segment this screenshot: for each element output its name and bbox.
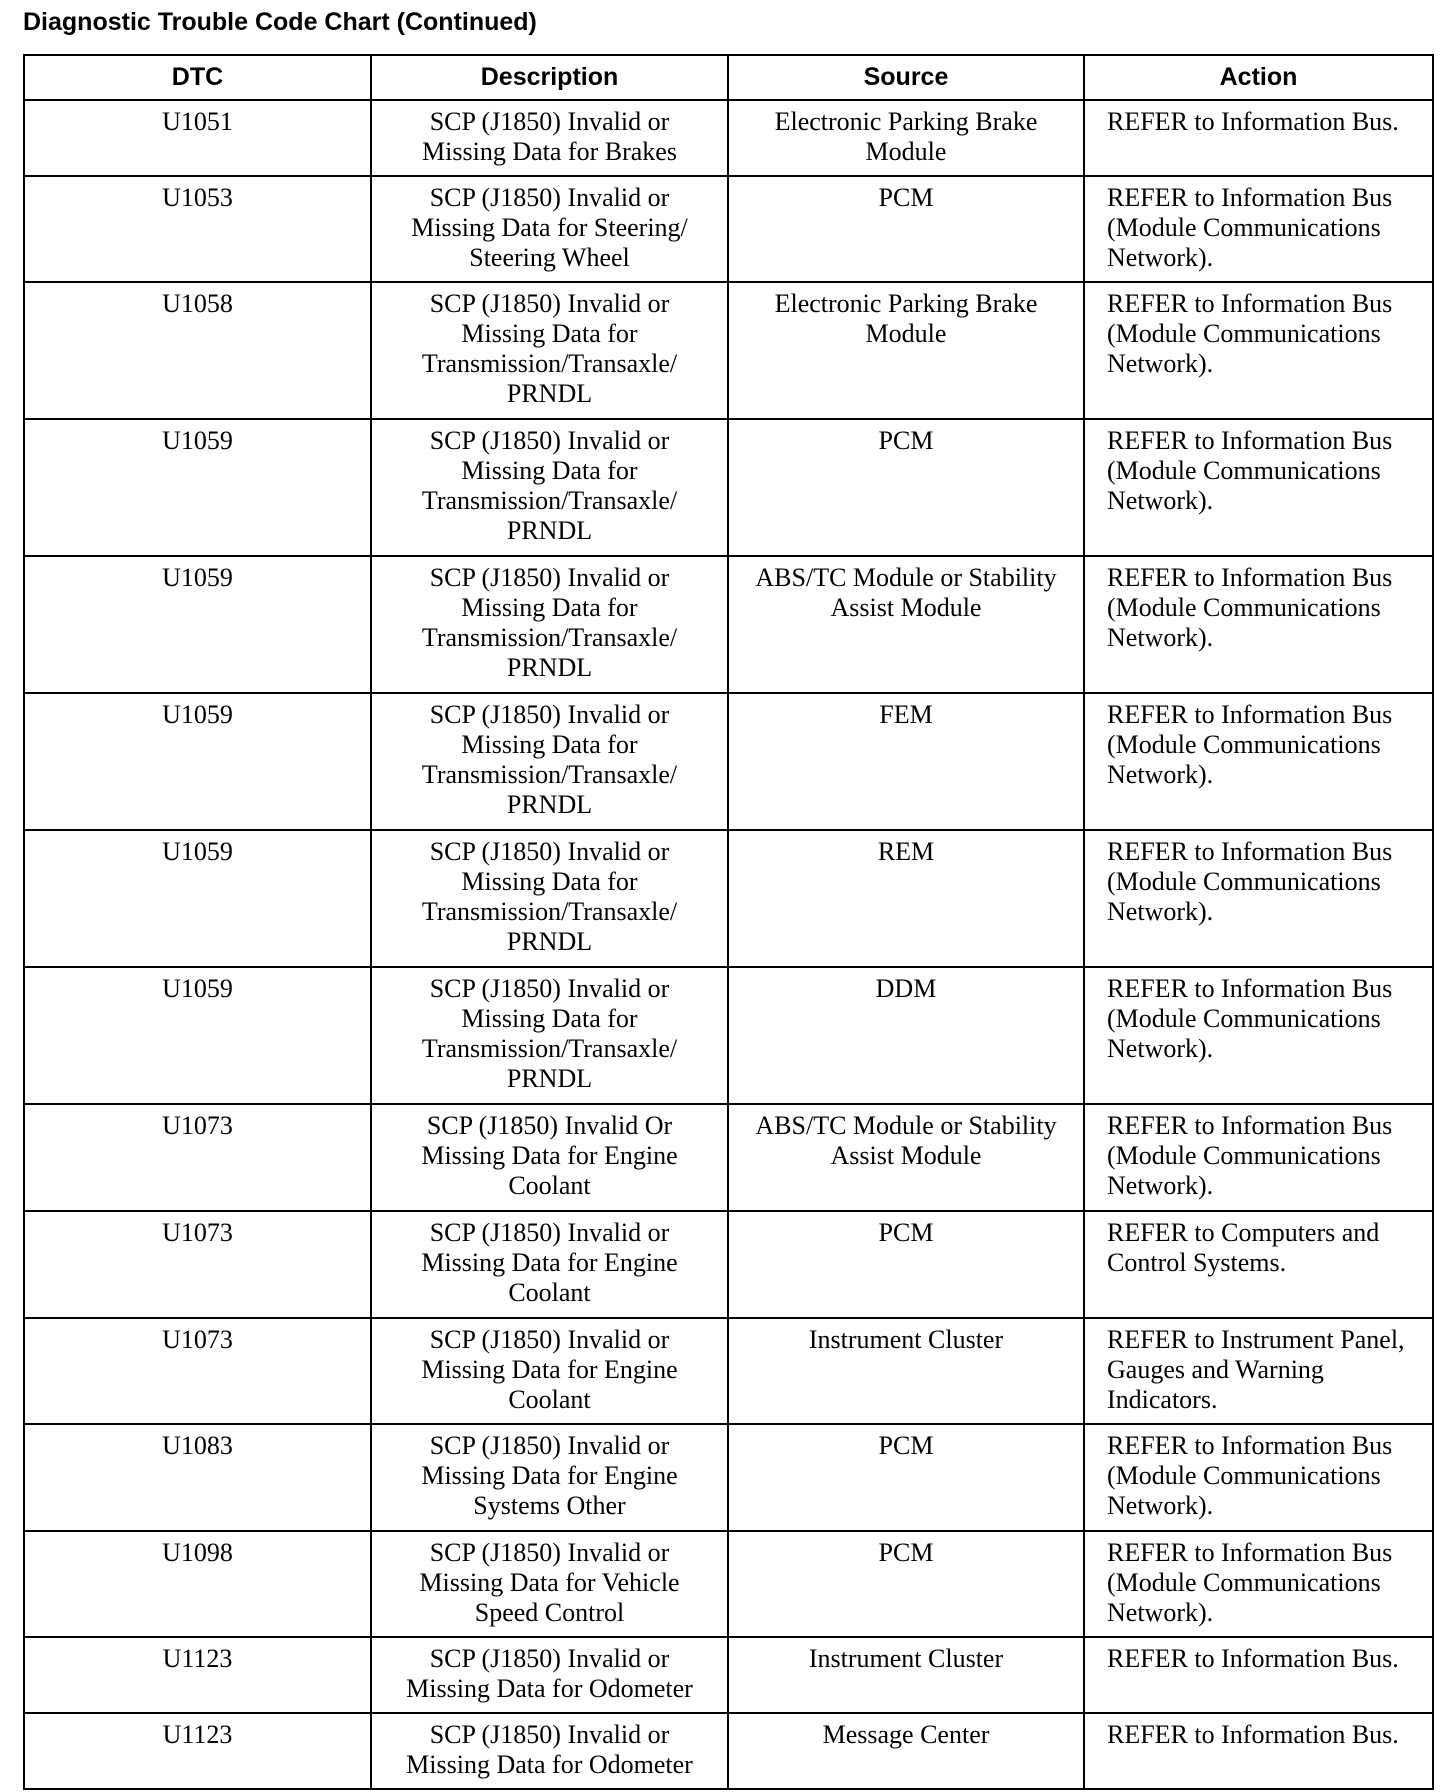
source-cell: ABS/TC Module or Stability Assist Module <box>727 555 1085 694</box>
source-cell: DDM <box>727 966 1085 1105</box>
source-cell: PCM <box>727 418 1085 557</box>
dtc-cell: U1123 <box>23 1712 372 1790</box>
action-cell: REFER to Information Bus (Module Communi… <box>1083 692 1434 831</box>
source-cell: FEM <box>727 692 1085 831</box>
source-cell: Electronic Parking Brake Module <box>727 281 1085 420</box>
action-cell: REFER to Information Bus (Module Communi… <box>1083 555 1434 694</box>
action-cell: REFER to Information Bus. <box>1083 1712 1434 1790</box>
dtc-cell: U1073 <box>23 1317 372 1425</box>
dtc-cell: U1058 <box>23 281 372 420</box>
description-cell: SCP (J1850) Invalid or Missing Data for … <box>370 99 729 177</box>
description-cell: SCP (J1850) Invalid or Missing Data for … <box>370 1423 729 1532</box>
description-cell: SCP (J1850) Invalid or Missing Data for … <box>370 966 729 1105</box>
description-cell: SCP (J1850) Invalid or Missing Data for … <box>370 1317 729 1425</box>
table-row: U1059 SCP (J1850) Invalid or Missing Data… <box>23 692 1434 831</box>
table-row: U1073 SCP (J1850) Invalid Or Missing Data… <box>23 1103 1434 1212</box>
action-cell: REFER to Information Bus (Module Communi… <box>1083 1103 1434 1212</box>
source-cell: Instrument Cluster <box>727 1636 1085 1714</box>
action-cell: REFER to Information Bus (Module Communi… <box>1083 829 1434 968</box>
description-cell: SCP (J1850) Invalid or Missing Data for … <box>370 1210 729 1319</box>
table-row: U1059 SCP (J1850) Invalid or Missing Data… <box>23 418 1434 557</box>
header-row: DTC Description Source Action <box>23 54 1434 101</box>
action-cell: REFER to Information Bus (Module Communi… <box>1083 1530 1434 1638</box>
table-row: U1053 SCP (J1850) Invalid or Missing Data… <box>23 175 1434 283</box>
description-cell: SCP (J1850) Invalid or Missing Data for … <box>370 829 729 968</box>
table-row: U1058 SCP (J1850) Invalid or Missing Data… <box>23 281 1434 420</box>
table-row: U1059 SCP (J1850) Invalid or Missing Data… <box>23 555 1434 694</box>
action-cell: REFER to Information Bus (Module Communi… <box>1083 281 1434 420</box>
description-cell: SCP (J1850) Invalid Or Missing Data for … <box>370 1103 729 1212</box>
description-cell: SCP (J1850) Invalid or Missing Data for … <box>370 281 729 420</box>
dtc-cell: U1053 <box>23 175 372 283</box>
dtc-table: DTC Description Source Action U1051 SCP (J18… <box>23 54 1434 1790</box>
source-cell: PCM <box>727 1423 1085 1532</box>
description-cell: SCP (J1850) Invalid or Missing Data for … <box>370 418 729 557</box>
description-cell: SCP (J1850) Invalid or Missing Data for … <box>370 555 729 694</box>
dtc-cell: U1083 <box>23 1423 372 1532</box>
description-cell: SCP (J1850) Invalid or Missing Data for … <box>370 1712 729 1790</box>
column-header: Description <box>370 54 729 101</box>
source-cell: Electronic Parking Brake Module <box>727 99 1085 177</box>
dtc-cell: U1073 <box>23 1103 372 1212</box>
description-cell: SCP (J1850) Invalid or Missing Data for … <box>370 692 729 831</box>
dtc-cell: U1098 <box>23 1530 372 1638</box>
source-cell: REM <box>727 829 1085 968</box>
table-row: U1083 SCP (J1850) Invalid or Missing Data… <box>23 1423 1434 1532</box>
column-header: DTC <box>23 54 372 101</box>
table-row: U1059 SCP (J1850) Invalid or Missing Data… <box>23 966 1434 1105</box>
page-title: Diagnostic Trouble Code Chart (Continued… <box>23 8 537 36</box>
action-cell: REFER to Information Bus. <box>1083 99 1434 177</box>
dtc-cell: U1059 <box>23 966 372 1105</box>
dtc-cell: U1123 <box>23 1636 372 1714</box>
dtc-cell: U1059 <box>23 418 372 557</box>
dtc-cell: U1051 <box>23 99 372 177</box>
description-cell: SCP (J1850) Invalid or Missing Data for … <box>370 1530 729 1638</box>
table-row: U1123 SCP (J1850) Invalid or Missing Data… <box>23 1712 1434 1790</box>
action-cell: REFER to Information Bus. <box>1083 1636 1434 1714</box>
dtc-cell: U1059 <box>23 692 372 831</box>
source-cell: Message Center <box>727 1712 1085 1790</box>
dtc-cell: U1073 <box>23 1210 372 1319</box>
table-row: U1059 SCP (J1850) Invalid or Missing Data… <box>23 829 1434 968</box>
action-cell: REFER to Information Bus (Module Communi… <box>1083 966 1434 1105</box>
table-row: U1073 SCP (J1850) Invalid or Missing Data… <box>23 1210 1434 1319</box>
column-header: Source <box>727 54 1085 101</box>
table-row: U1073 SCP (J1850) Invalid or Missing Data… <box>23 1317 1434 1425</box>
source-cell: PCM <box>727 175 1085 283</box>
action-cell: REFER to Information Bus (Module Communi… <box>1083 175 1434 283</box>
source-cell: PCM <box>727 1530 1085 1638</box>
action-cell: REFER to Information Bus (Module Communi… <box>1083 1423 1434 1532</box>
action-cell: REFER to Instrument Panel, Gauges and Wa… <box>1083 1317 1434 1425</box>
column-header: Action <box>1083 54 1434 101</box>
table-row: U1123 SCP (J1850) Invalid or Missing Data… <box>23 1636 1434 1714</box>
table-row: U1098 SCP (J1850) Invalid or Missing Data… <box>23 1530 1434 1638</box>
dtc-cell: U1059 <box>23 829 372 968</box>
table-row: U1051 SCP (J1850) Invalid or Missing Data… <box>23 99 1434 177</box>
description-cell: SCP (J1850) Invalid or Missing Data for … <box>370 1636 729 1714</box>
description-cell: SCP (J1850) Invalid or Missing Data for … <box>370 175 729 283</box>
action-cell: REFER to Computers and Control Systems. <box>1083 1210 1434 1319</box>
source-cell: PCM <box>727 1210 1085 1319</box>
source-cell: ABS/TC Module or Stability Assist Module <box>727 1103 1085 1212</box>
dtc-cell: U1059 <box>23 555 372 694</box>
action-cell: REFER to Information Bus (Module Communi… <box>1083 418 1434 557</box>
source-cell: Instrument Cluster <box>727 1317 1085 1425</box>
